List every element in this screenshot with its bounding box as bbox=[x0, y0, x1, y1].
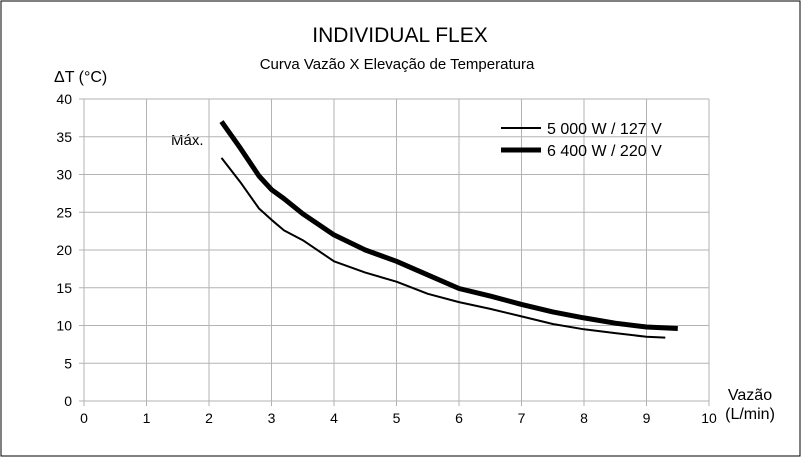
x-tick-label: 2 bbox=[205, 410, 213, 426]
y-tick-label: 10 bbox=[56, 318, 72, 334]
x-tick-label: 3 bbox=[268, 410, 276, 426]
x-tick-label: 4 bbox=[330, 410, 338, 426]
legend-label: 5 000 W / 127 V bbox=[547, 121, 662, 138]
x-tick-label: 7 bbox=[518, 410, 526, 426]
y-tick-label: 20 bbox=[56, 242, 72, 258]
x-axis-label-line2: (L/min) bbox=[725, 406, 775, 423]
series-line-0 bbox=[220, 157, 666, 339]
x-axis-label-line1: Vazão bbox=[728, 387, 772, 404]
chart-subtitle: Curva Vazão X Elevação de Temperatura bbox=[260, 56, 535, 73]
x-tick-label: 9 bbox=[643, 410, 651, 426]
x-tick-label: 0 bbox=[80, 410, 88, 426]
x-tick-label: 6 bbox=[455, 410, 463, 426]
x-tick-label: 1 bbox=[143, 410, 151, 426]
max-annotation: Máx. bbox=[171, 132, 204, 149]
y-tick-label: 0 bbox=[64, 393, 72, 409]
chart-title: INDIVIDUAL FLEX bbox=[312, 24, 487, 47]
y-tick-label: 30 bbox=[56, 167, 72, 183]
y-axis-label: ΔT (°C) bbox=[54, 69, 107, 86]
x-tick-label: 5 bbox=[393, 410, 401, 426]
series-line-1 bbox=[219, 120, 678, 331]
y-tick-label: 5 bbox=[64, 355, 72, 371]
legend-label: 6 400 W / 220 V bbox=[547, 143, 662, 160]
y-tick-label: 25 bbox=[56, 204, 72, 220]
y-tick-label: 35 bbox=[56, 129, 72, 145]
x-tick-label: 10 bbox=[701, 410, 717, 426]
y-tick-label: 15 bbox=[56, 280, 72, 296]
y-tick-label: 40 bbox=[56, 91, 72, 107]
x-tick-label: 8 bbox=[580, 410, 588, 426]
